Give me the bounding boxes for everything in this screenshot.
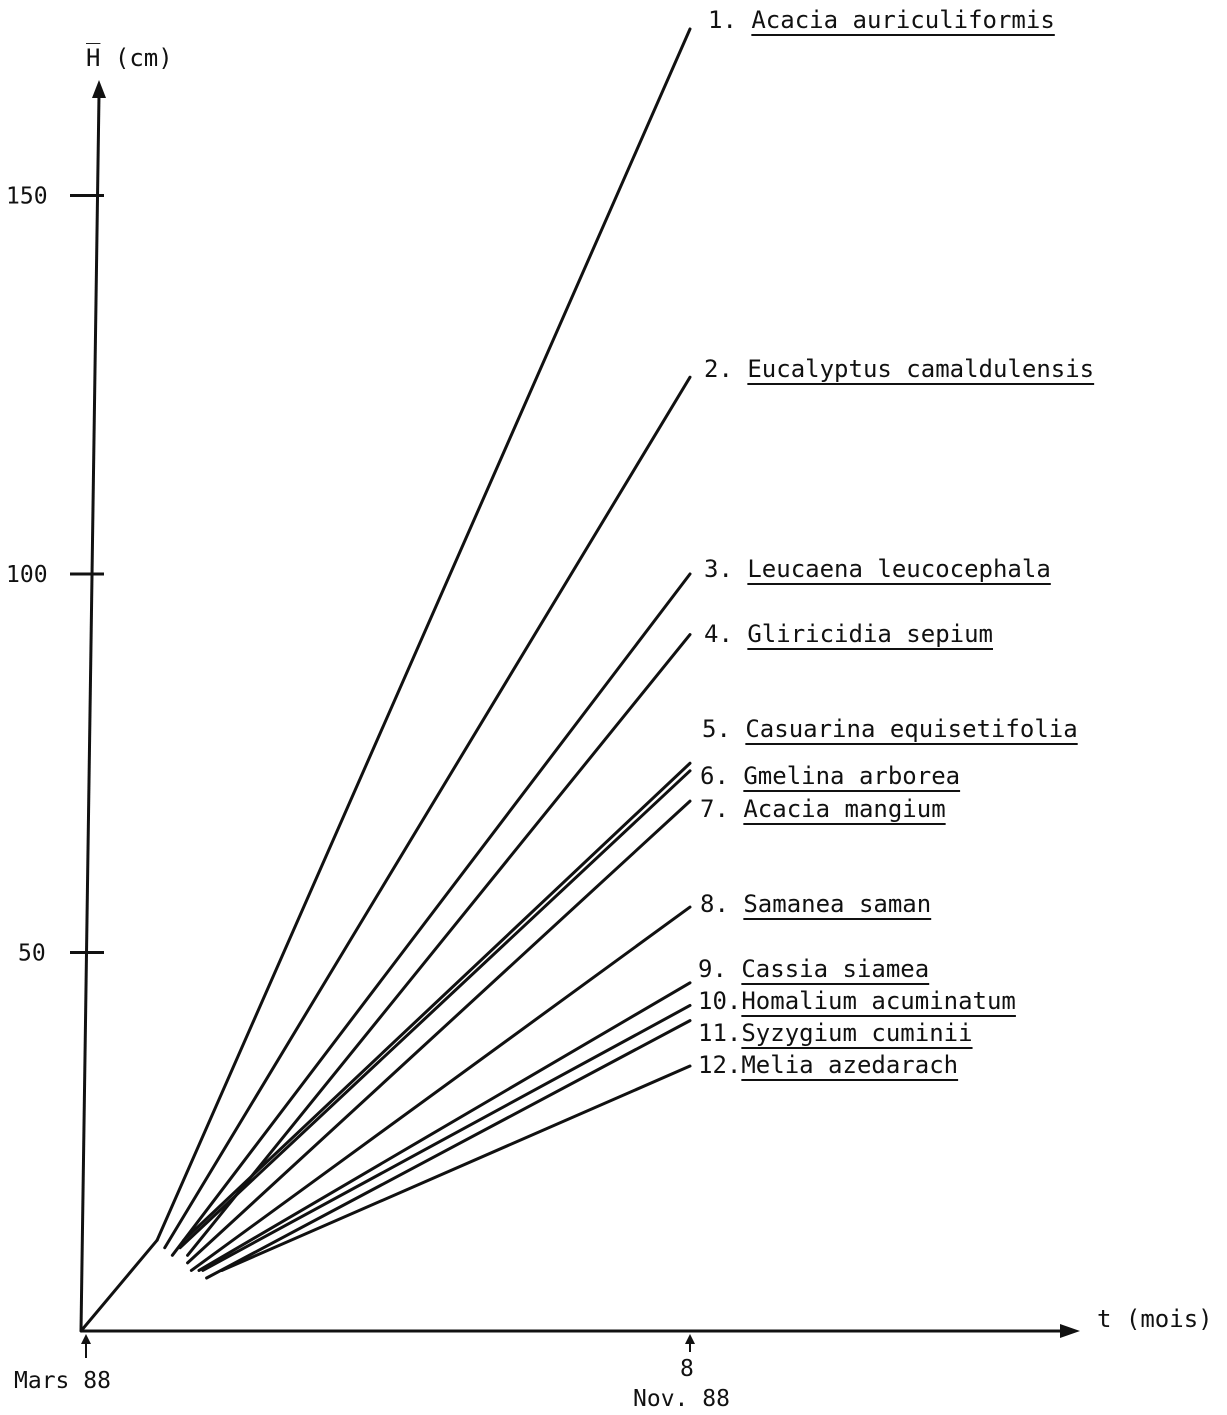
x-end-tick-label: 8 (680, 1356, 694, 1382)
series-label-1: 1. Acacia auriculiformis (708, 6, 1055, 34)
series-line-7 (186, 799, 692, 1265)
series-line-5 (182, 761, 692, 1242)
series-label-12: 12.Melia azedarach (698, 1051, 958, 1079)
series-label-10: 10.Homalium acuminatum (698, 987, 1016, 1015)
series-line-9 (197, 981, 692, 1272)
series-line-3 (170, 572, 692, 1257)
series-lines (79, 27, 692, 1333)
series-line-1 (155, 27, 692, 1242)
series-line-6 (178, 769, 692, 1250)
series-label-9: 9. Cassia siamea (698, 955, 929, 983)
series-line-1-origin (79, 1238, 159, 1333)
x-axis-arrowhead (1060, 1324, 1080, 1338)
series-label-3: 3. Leucaena leucocephala (704, 555, 1051, 583)
series-label-8: 8. Samanea saman (700, 890, 931, 918)
series-line-8 (189, 905, 692, 1272)
y-tick-label: 100 (6, 562, 48, 588)
y-tick-label: 150 (6, 184, 48, 210)
series-line-12 (220, 1064, 692, 1272)
series-label-6: 6. Gmelina arborea (700, 762, 960, 790)
series-line-4 (186, 633, 692, 1257)
series-label-11: 11.Syzygium cuminii (698, 1019, 973, 1047)
y-axis-arrowhead (92, 80, 106, 98)
series-line-11 (205, 1019, 692, 1280)
x-end-label: Nov. 88 (633, 1386, 730, 1412)
x-start-label: Mars 88 (14, 1368, 111, 1394)
series-label-2: 2. Eucalyptus camaldulensis (704, 355, 1094, 383)
series-line-10 (201, 1003, 692, 1272)
x-start-marker (81, 1334, 91, 1358)
y-tick-label: 50 (18, 941, 46, 967)
y-axis-label: H̅ (cm) (86, 43, 173, 72)
y-axis-line (79, 94, 101, 1332)
series-labels: 1. Acacia auriculiformis 2. Eucalyptus ca… (698, 6, 1095, 1081)
y-ticks: 50 100 150 (6, 184, 104, 967)
x-end-marker (685, 1334, 695, 1352)
series-label-5: 5. Casuarina equisetifolia (702, 715, 1078, 743)
axes (79, 80, 1080, 1338)
series-line-2 (163, 375, 692, 1250)
series-label-4: 4. Gliricidia sepium (704, 620, 993, 648)
x-axis-label: t (mois) (1097, 1305, 1213, 1333)
series-label-7: 7. Acacia mangium (700, 795, 946, 823)
